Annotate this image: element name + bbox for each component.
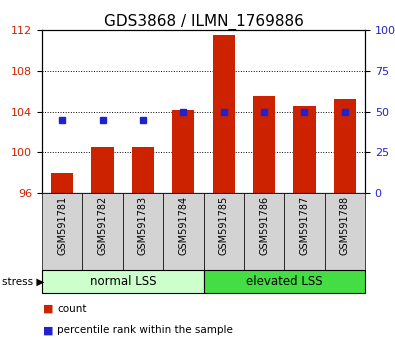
Text: GSM591787: GSM591787 [299,196,309,255]
FancyBboxPatch shape [244,193,284,270]
Title: GDS3868 / ILMN_1769886: GDS3868 / ILMN_1769886 [103,14,303,30]
Text: GSM591784: GSM591784 [178,196,188,255]
Bar [51,173,73,193]
FancyBboxPatch shape [123,193,163,270]
Text: stress ▶: stress ▶ [2,276,44,286]
FancyBboxPatch shape [284,193,325,270]
Text: GSM591788: GSM591788 [340,196,350,255]
FancyBboxPatch shape [203,270,365,293]
Text: GSM591786: GSM591786 [259,196,269,255]
FancyBboxPatch shape [42,270,203,293]
Text: count: count [57,304,87,314]
FancyBboxPatch shape [83,193,123,270]
Text: ■: ■ [43,304,54,314]
Text: GSM591783: GSM591783 [138,196,148,255]
Text: normal LSS: normal LSS [90,275,156,288]
Bar [213,35,235,193]
Text: GSM591785: GSM591785 [219,196,229,255]
FancyBboxPatch shape [42,193,83,270]
Text: elevated LSS: elevated LSS [246,275,323,288]
Text: GSM591782: GSM591782 [98,196,107,255]
FancyBboxPatch shape [325,193,365,270]
Bar [334,99,356,193]
Text: percentile rank within the sample: percentile rank within the sample [57,325,233,335]
FancyBboxPatch shape [203,193,244,270]
FancyBboxPatch shape [163,193,203,270]
Bar [172,110,194,193]
Text: GSM591781: GSM591781 [57,196,67,255]
Bar [293,107,316,193]
Text: ■: ■ [43,325,54,335]
Bar [92,147,114,193]
Bar [253,96,275,193]
Bar [132,147,154,193]
